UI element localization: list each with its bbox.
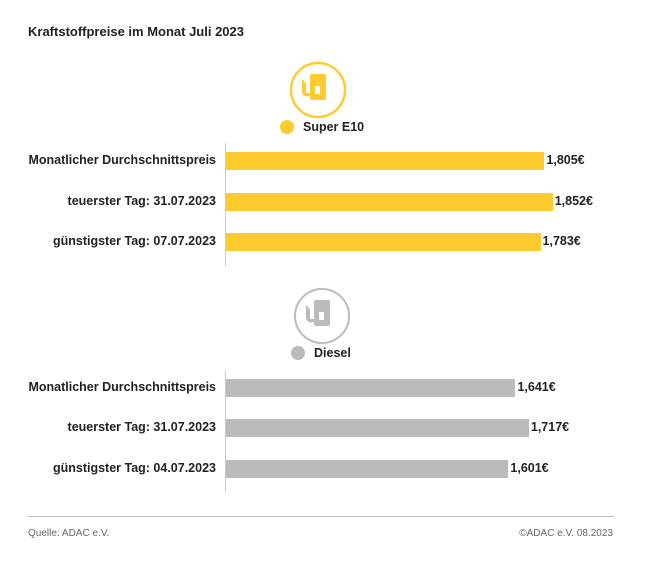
value-label: 1,717€ (530, 420, 570, 434)
bar (226, 193, 553, 211)
copyright-text: ©ADAC e.V. 08.2023 (519, 528, 613, 539)
e10-fuel-pump-icon (289, 61, 347, 119)
value-label: 1,601€ (510, 461, 549, 475)
diesel-fuel-pump-icon (294, 288, 350, 344)
category-label: günstigster Tag: 04.07.2023 (52, 461, 216, 475)
axis-line-e10 (225, 143, 226, 266)
bar (226, 460, 509, 478)
value-label: 1,783€ (542, 234, 581, 248)
category-label: teuerster Tag: 31.07.2023 (67, 194, 216, 208)
source-text: Quelle: ADAC e.V. (28, 528, 110, 539)
bar (226, 419, 529, 437)
bar (226, 152, 545, 170)
legend-swatch-e10 (280, 120, 294, 134)
value-label: 1,641€ (517, 380, 556, 394)
category-label: Monatlicher Durchschnittspreis (28, 380, 216, 394)
axis-line-diesel (225, 370, 226, 492)
legend-label-diesel: Diesel (314, 346, 351, 360)
category-label: günstigster Tag: 07.07.2023 (52, 234, 216, 248)
category-label: Monatlicher Durchschnittspreis (28, 153, 216, 167)
value-label: 1,852€ (554, 194, 593, 208)
legend-label-e10: Super E10 (303, 120, 365, 134)
footer-divider (28, 516, 614, 517)
value-label: 1,805€ (546, 153, 585, 167)
legend-swatch-diesel (291, 346, 305, 360)
category-label: teuerster Tag: 31.07.2023 (67, 420, 216, 434)
bar (226, 379, 516, 397)
bar (226, 233, 541, 251)
chart-title: Kraftstoffpreise im Monat Juli 2023 (28, 24, 244, 39)
